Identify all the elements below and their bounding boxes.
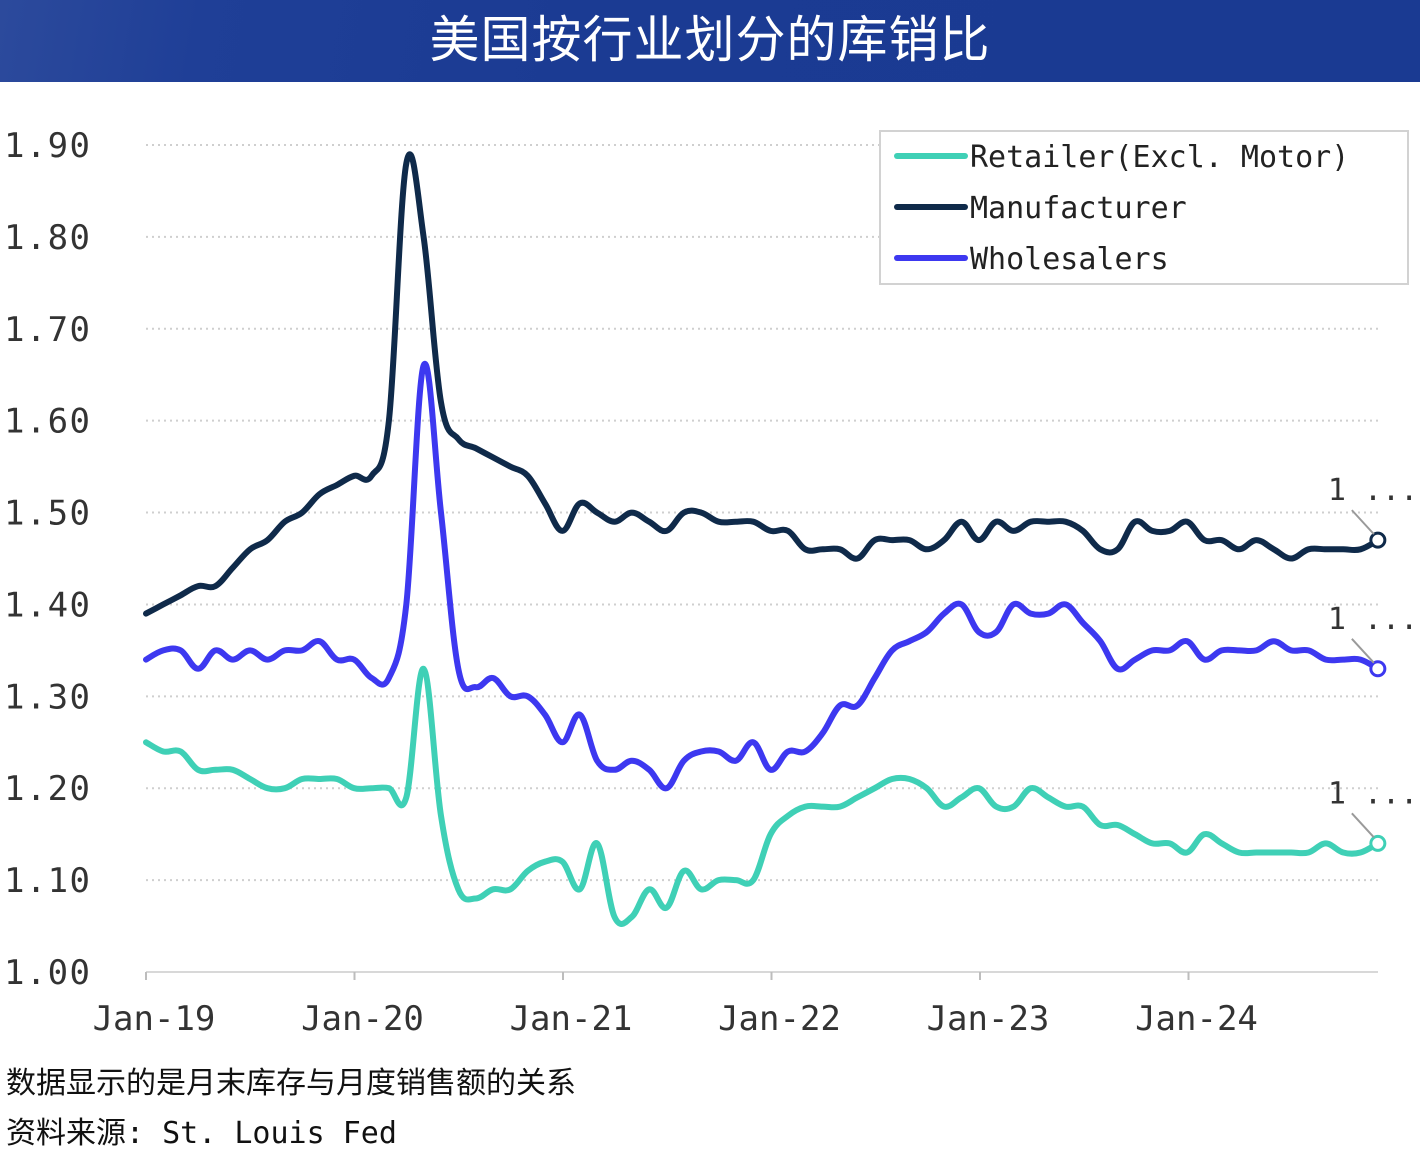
y-tick-label: 1.50 bbox=[4, 494, 90, 534]
x-tick-label: Jan-24 bbox=[1135, 999, 1258, 1039]
legend: Retailer(Excl. Motor) Manufacturer Whole… bbox=[879, 130, 1409, 285]
y-tick-label: 1.60 bbox=[4, 402, 90, 442]
end-point-marker bbox=[1369, 834, 1387, 852]
end-label-manufacturer: 1 ... bbox=[1328, 473, 1418, 508]
y-tick-label: 1.90 bbox=[4, 126, 90, 166]
series-line-manufacturer bbox=[143, 151, 1381, 617]
y-tick-label: 1.20 bbox=[4, 769, 90, 809]
end-label-retailer: 1 ... bbox=[1328, 776, 1418, 811]
legend-label-manufacturer: Manufacturer bbox=[970, 191, 1187, 226]
x-tick-label: Jan-21 bbox=[510, 999, 633, 1039]
x-tick-label: Jan-19 bbox=[93, 999, 216, 1039]
y-tick-label: 1.30 bbox=[4, 677, 90, 717]
legend-label-retailer: Retailer(Excl. Motor) bbox=[970, 140, 1349, 175]
series-lines bbox=[143, 151, 1381, 927]
chart-title: 美国按行业划分的库销比 bbox=[429, 11, 991, 69]
title-banner bbox=[0, 0, 1420, 82]
end-point-marker bbox=[1369, 660, 1387, 678]
end-markers: 1 ... 1 ... 1 ... bbox=[1328, 473, 1418, 852]
legend-label-wholesalers: Wholesalers bbox=[970, 242, 1169, 277]
y-tick-label: 1.70 bbox=[4, 310, 90, 350]
series-line-retailer bbox=[143, 665, 1381, 927]
y-axis-ticks: 1.00 1.10 1.20 1.30 1.40 1.50 1.60 1.70 1.80 1.90 bbox=[4, 126, 90, 993]
source-note: 资料来源: St. Louis Fed bbox=[6, 1116, 397, 1151]
y-tick-label: 1.40 bbox=[4, 585, 90, 625]
end-label-leader bbox=[1351, 812, 1375, 839]
y-tick-label: 1.00 bbox=[4, 953, 90, 993]
x-tick-label: Jan-20 bbox=[301, 999, 424, 1039]
end-label-leader bbox=[1351, 509, 1375, 535]
y-tick-label: 1.10 bbox=[4, 861, 90, 901]
end-point-marker bbox=[1369, 531, 1387, 549]
x-tick-label: Jan-23 bbox=[927, 999, 1050, 1039]
end-label-wholesalers: 1 ... bbox=[1328, 602, 1418, 637]
end-label-leader bbox=[1351, 638, 1375, 664]
series-line-wholesalers bbox=[143, 360, 1381, 792]
legend-box bbox=[879, 130, 1409, 285]
chart-area: 1.00 1.10 1.20 1.30 1.40 1.50 1.60 1.70 1.80 1.90… bbox=[4, 126, 1418, 1039]
x-tick-label: Jan-22 bbox=[718, 999, 841, 1039]
data-note: 数据显示的是月末库存与月度销售额的关系 bbox=[6, 1066, 576, 1101]
y-tick-label: 1.80 bbox=[4, 218, 90, 258]
x-axis: Jan-19 Jan-20 Jan-21 Jan-22 Jan-23 Jan-24 bbox=[93, 971, 1378, 1039]
